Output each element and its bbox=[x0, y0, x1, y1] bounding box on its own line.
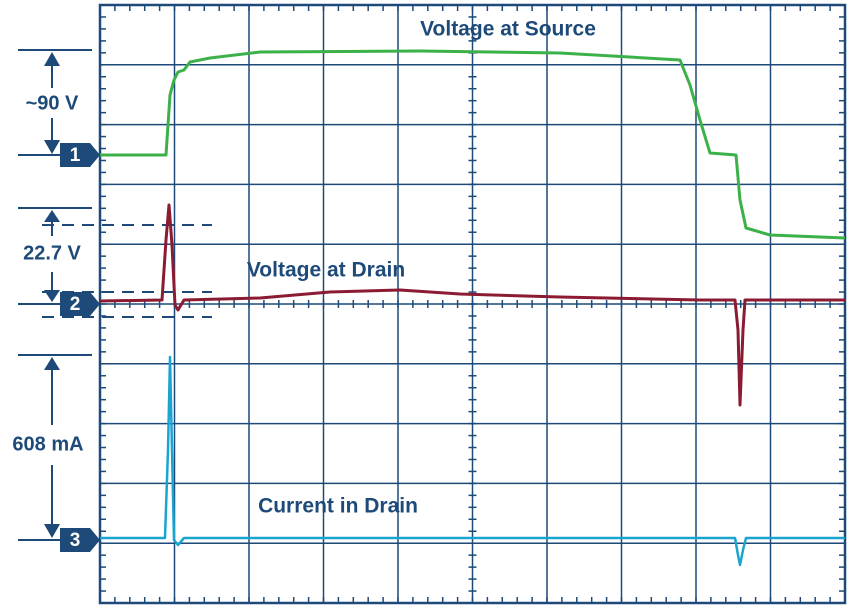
annotations bbox=[18, 49, 212, 541]
minor-ticks bbox=[99, 4, 846, 604]
source-trace bbox=[100, 49, 846, 240]
trace-label: Current in Drain bbox=[258, 495, 418, 518]
current-trace bbox=[100, 355, 845, 567]
drain-trace bbox=[99, 203, 845, 407]
channel-number: 1 bbox=[70, 145, 81, 166]
traces bbox=[99, 49, 846, 567]
trace-label: Voltage at Source bbox=[420, 18, 596, 41]
channel-number: 2 bbox=[70, 294, 81, 315]
channel-number: 3 bbox=[70, 530, 81, 551]
scale-label: ~90 V bbox=[26, 92, 79, 114]
channel-markers: 1 2 3 bbox=[60, 143, 100, 552]
scale-label: 608 mA bbox=[12, 433, 83, 455]
scale-label: 22.7 V bbox=[23, 242, 81, 264]
trace-label: Voltage at Drain bbox=[247, 259, 405, 282]
